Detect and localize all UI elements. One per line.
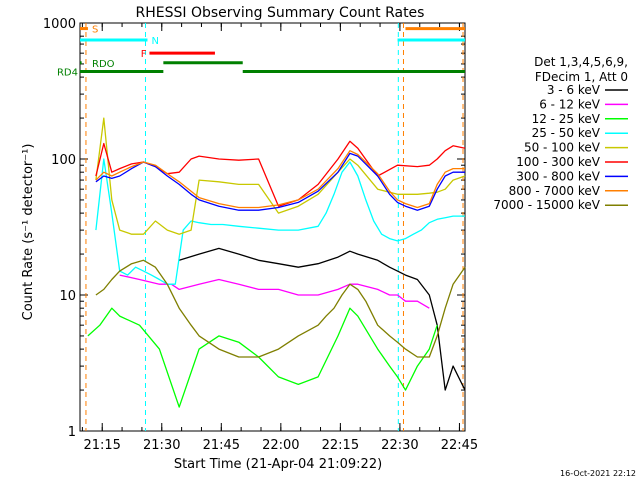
status-bar-label: RD4 (57, 67, 78, 78)
legend-header: Det 1,3,4,5,6,9, (534, 55, 628, 69)
vertical-markers (85, 23, 464, 431)
legend-entry-label: 50 - 100 keV (524, 141, 601, 155)
y-axis-label: Count Rate (s⁻¹ detector⁻¹) (21, 144, 36, 321)
legend-entry-label: 3 - 6 keV (547, 83, 601, 97)
x-tick-label: 22:15 (322, 438, 359, 453)
status-bars: S NF RDO RD4 (57, 25, 465, 78)
y-tick-label: 1 (68, 425, 76, 440)
series-line (95, 152, 465, 211)
x-tick-label: 22:45 (441, 438, 478, 453)
x-tick-label: 21:30 (143, 438, 180, 453)
chart-title: RHESSI Observing Summary Count Rates (136, 5, 425, 21)
x-axis-label: Start Time (21-Apr-04 21:09:22) (174, 457, 382, 472)
x-tick-label: 22:30 (381, 438, 418, 453)
series-line (95, 140, 466, 207)
status-bar-label: N (151, 36, 158, 47)
legend-entry-label: 25 - 50 keV (532, 126, 601, 140)
x-axis: 21:15 21:30 21:45 22:00 22:15 22:30 22:45 (81, 23, 478, 453)
legend-entry-label: 800 - 7000 keV (509, 184, 601, 198)
series-line (95, 117, 466, 235)
legend-entry-label: 300 - 800 keV (516, 169, 600, 183)
series-lines (87, 117, 466, 408)
legend-header: FDecim 1, Att 0 (535, 70, 628, 84)
y-tick-label: 1000 (43, 17, 76, 32)
y-axis: 1 10 100 1000 (43, 17, 465, 440)
legend: Det 1,3,4,5,6,9,FDecim 1, Att 03 - 6 keV… (493, 55, 628, 212)
series-line (87, 307, 438, 408)
legend-entry-label: 100 - 300 keV (516, 155, 600, 169)
x-tick-label: 22:00 (262, 438, 299, 453)
status-bar-label: F (141, 49, 147, 60)
series-line (95, 158, 465, 285)
x-tick-label: 21:15 (83, 438, 120, 453)
series-line (95, 259, 466, 358)
legend-entry-label: 6 - 12 keV (539, 97, 601, 111)
series-line (119, 274, 430, 309)
x-tick-label: 21:45 (203, 438, 240, 453)
series-line (95, 150, 465, 209)
y-tick-label: 100 (51, 153, 76, 168)
legend-entry-label: 12 - 25 keV (532, 112, 601, 126)
status-bar-label: RDO (92, 59, 115, 70)
legend-entry-label: 7000 - 15000 keV (493, 198, 600, 212)
footer-date: 16-Oct-2021 22:12 (560, 469, 636, 478)
series-line (179, 247, 466, 391)
status-bar-label: S (92, 25, 98, 36)
plot-frame (79, 22, 466, 432)
y-tick-label: 10 (59, 289, 76, 304)
